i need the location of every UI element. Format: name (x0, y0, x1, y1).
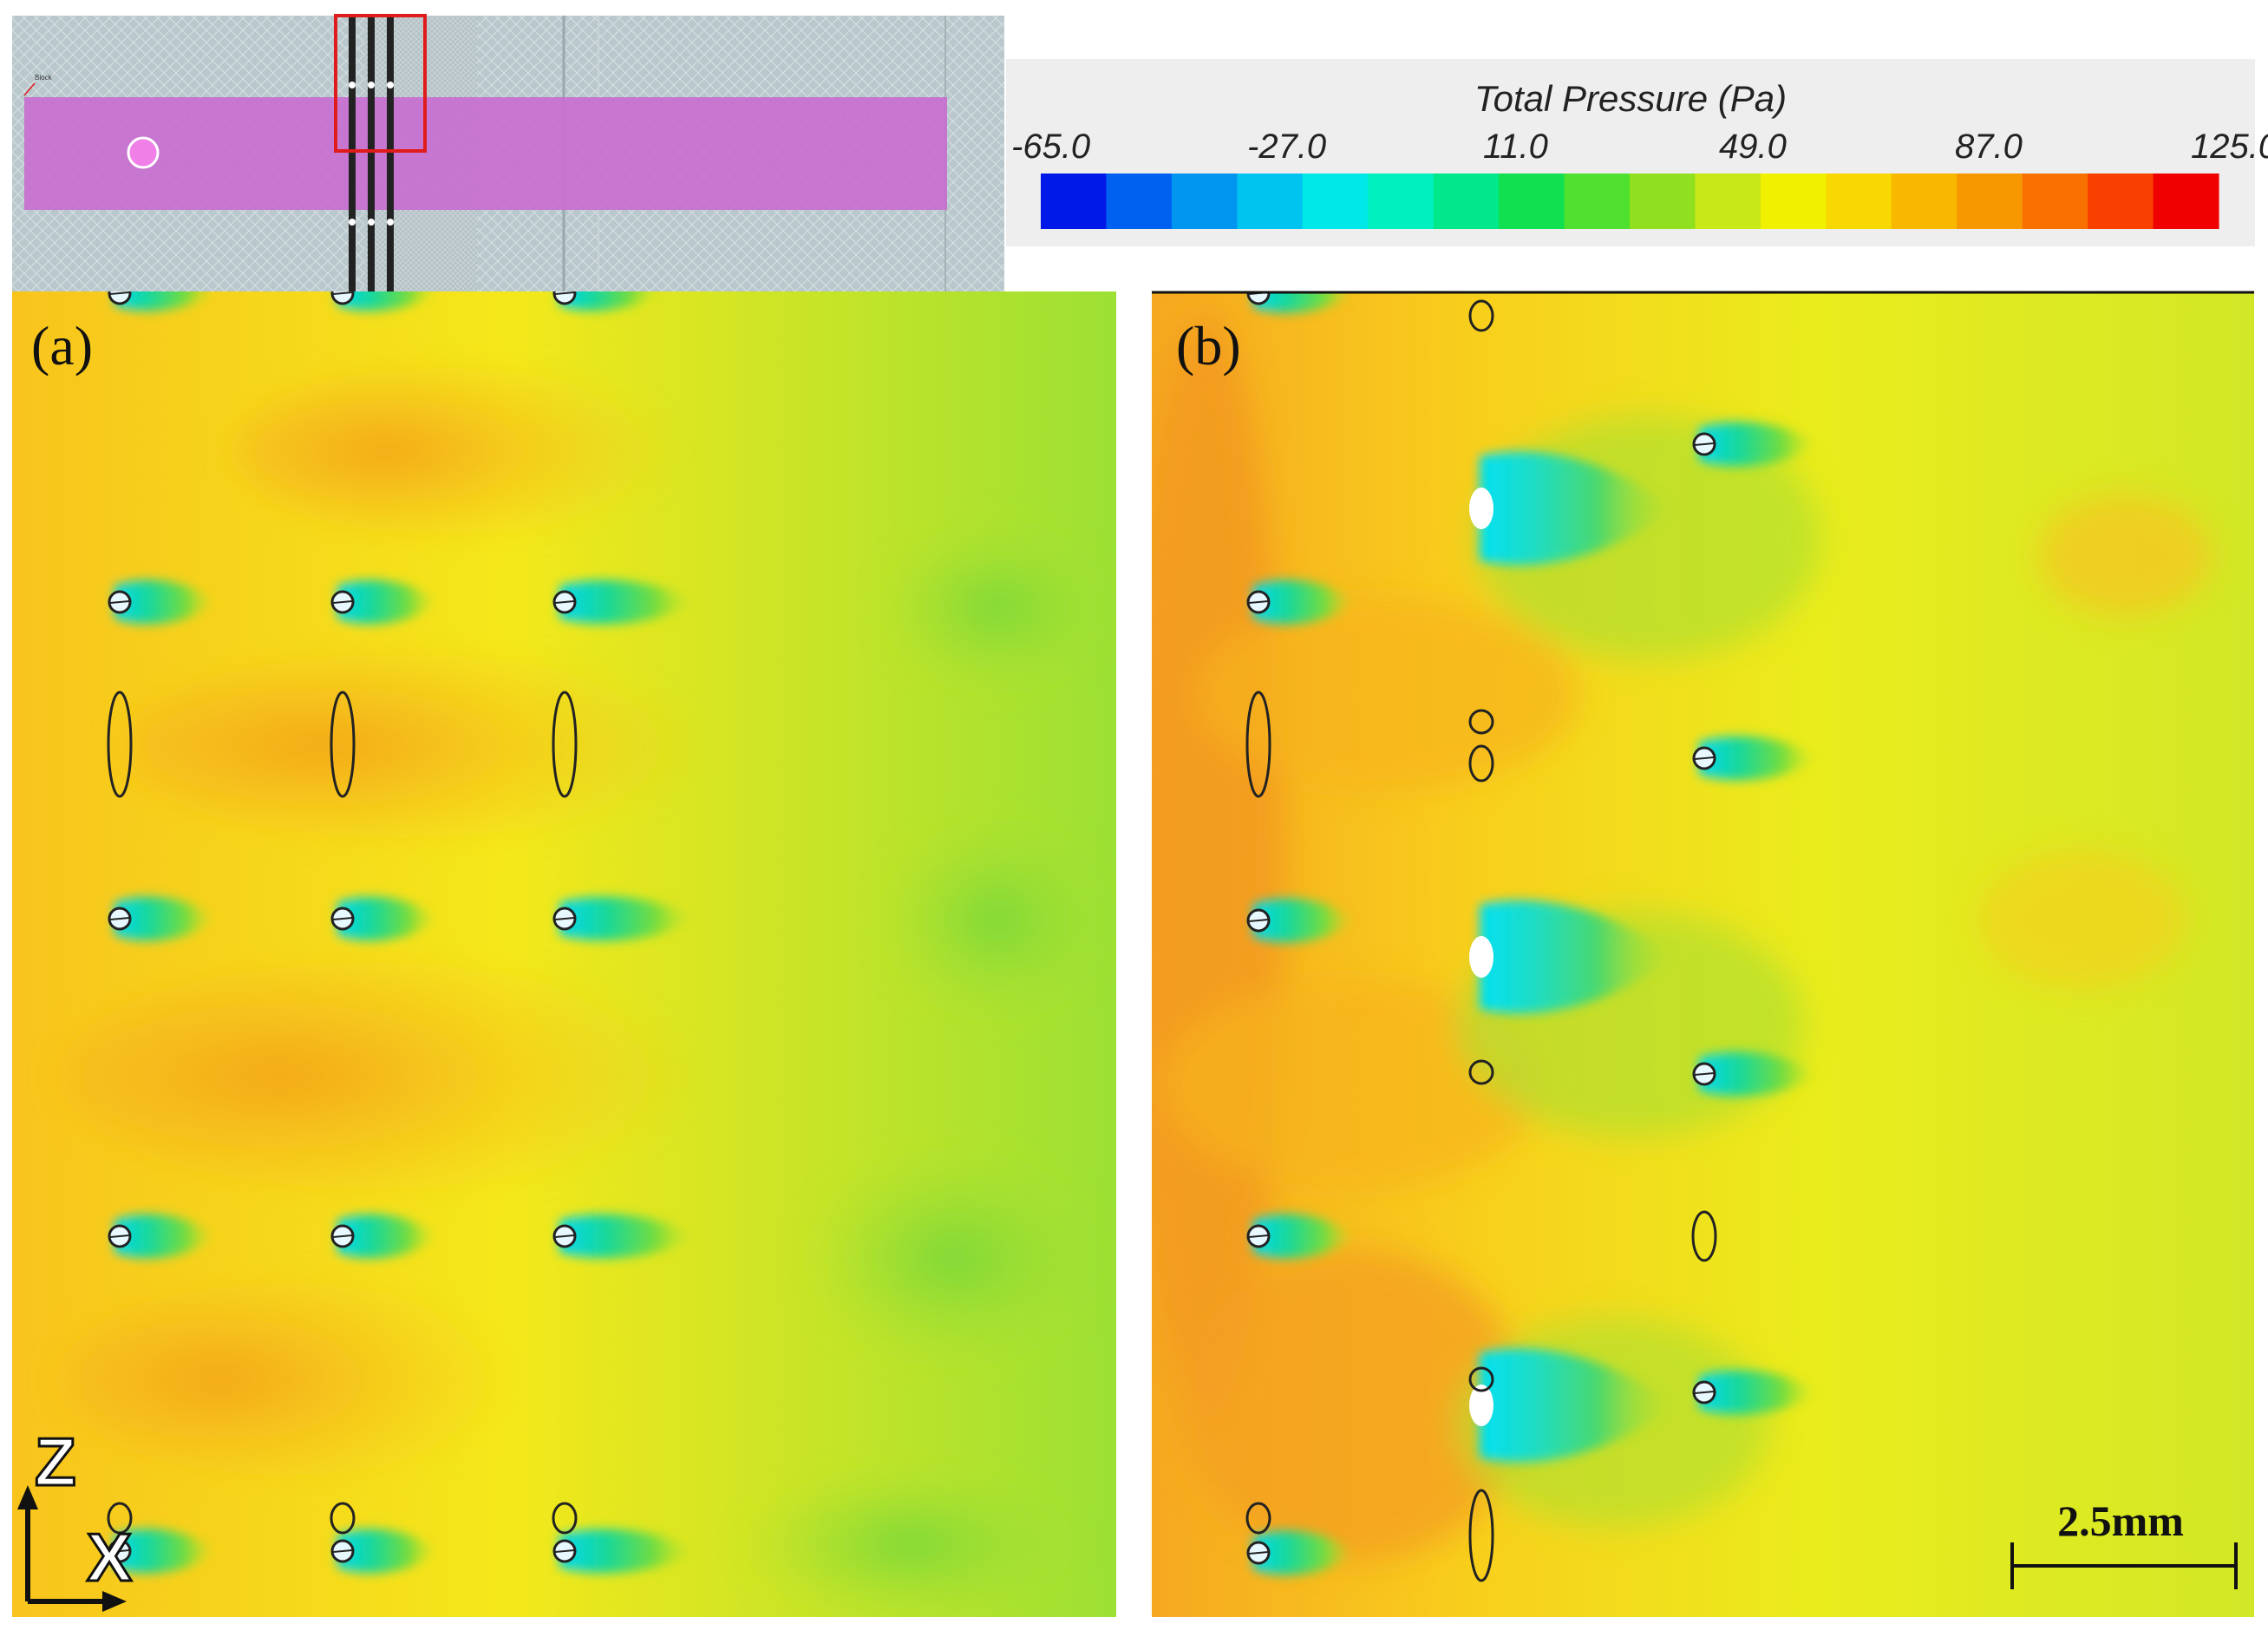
legend-color-step (1237, 174, 1304, 229)
fiber-oblique-section (552, 691, 578, 798)
fiber-wake (114, 1529, 215, 1574)
fiber-wake (337, 1214, 438, 1259)
x-axis-label: X (87, 1519, 132, 1595)
panel-a-fiber-wakes (114, 291, 695, 1574)
fiber-oblique-section (1468, 744, 1494, 782)
inset-channel-region (24, 97, 947, 210)
fiber-wake (559, 1529, 695, 1574)
fiber-oblique-section (1468, 1059, 1494, 1085)
fiber-oblique-section (552, 1502, 578, 1535)
panel-a-label: (a) (31, 315, 93, 377)
legend-color-step (1041, 174, 1108, 229)
fiber-wake (1253, 291, 1354, 313)
panel-b-label: (b) (1176, 315, 1241, 377)
inset-highlight-box (334, 14, 427, 153)
fiber-oblique-section (330, 1502, 356, 1535)
bluff-body-wake (1480, 1348, 1674, 1463)
bluff-body-wake (1480, 900, 1674, 1014)
fiber-wake (1253, 579, 1354, 625)
fiber-oblique-section (1468, 299, 1494, 332)
inset-fiber-column (349, 16, 356, 291)
fiber-wake (1699, 736, 1817, 781)
fiber-wake (114, 579, 215, 625)
fiber-oblique-section (330, 691, 356, 798)
panel-a-fiber-sections (107, 291, 578, 1563)
inset-fiber-column (368, 16, 375, 291)
legend: Total Pressure (Pa) -65.0 -27.0 11.0 49.0 87… (1006, 59, 2268, 246)
legend-tick-label: -65.0 (1011, 128, 1090, 166)
fiber-wake (1253, 1214, 1354, 1259)
fiber-oblique-section (1468, 709, 1494, 735)
fiber-wake (1253, 1530, 1354, 1575)
inset-fiber-column (387, 16, 394, 291)
legend-color-step (1368, 174, 1435, 229)
bluff-body-face (1469, 936, 1493, 978)
fiber-oblique-section (1691, 1210, 1717, 1262)
legend-tick-labels: -65.0 -27.0 11.0 49.0 87.0 125.0 (1011, 128, 2268, 166)
legend-tick-label: -27.0 (1247, 128, 1326, 166)
fiber-oblique-section (1468, 1366, 1494, 1392)
legend-color-step (1499, 174, 1565, 229)
legend-color-step (1826, 174, 1892, 229)
legend-color-step (1106, 174, 1173, 229)
geometry-inset: Block (12, 14, 1004, 291)
panel-a: (a) Z X (12, 291, 1116, 1617)
fiber-wake (337, 291, 438, 311)
legend-title: Total Pressure (Pa) (1474, 78, 1787, 119)
scale-bar: 2.5mm (2010, 1496, 2238, 1589)
fiber-wake (1699, 1370, 1817, 1415)
panel-b-fiber-sections (1245, 291, 1717, 1582)
fiber-wake (337, 896, 438, 941)
legend-color-bar (1041, 174, 2219, 229)
fiber-wake (337, 579, 438, 625)
fiber-wake (1699, 422, 1817, 467)
fiber-wake (1699, 1051, 1817, 1097)
legend-color-step (2088, 174, 2154, 229)
legend-color-step (1695, 174, 1761, 229)
z-axis-label: Z (35, 1424, 76, 1500)
legend-color-step (1433, 174, 1500, 229)
z-arrow-head (17, 1485, 38, 1509)
fiber-wake (559, 291, 660, 311)
legend-color-step (1891, 174, 1958, 229)
legend-tick-label: 49.0 (1719, 128, 1787, 166)
fiber-wake (337, 1529, 438, 1574)
legend-color-step (2153, 174, 2219, 229)
inset-sphere (127, 136, 160, 169)
fiber-wake (114, 896, 215, 941)
fiber-oblique-section (1245, 691, 1271, 798)
fiber-wake (559, 1214, 695, 1259)
legend-tick-label: 11.0 (1483, 128, 1548, 166)
bluff-body-face (1469, 488, 1493, 529)
legend-color-step (1630, 174, 1696, 229)
legend-tick-label: 87.0 (1955, 128, 2023, 166)
axes-indicator: Z X (17, 1423, 134, 1612)
legend-color-step (2022, 174, 2088, 229)
panel-b: (b) 2.5mm (1152, 291, 2254, 1617)
panel-b-fiber-wakes (1253, 291, 1817, 1575)
legend-color-step (1302, 174, 1369, 229)
scale-bar-label: 2.5mm (2057, 1496, 2184, 1545)
fiber-oblique-section (1468, 1489, 1494, 1582)
fiber-wake (114, 1214, 215, 1259)
legend-color-step (1760, 174, 1827, 229)
legend-color-step (1171, 174, 1238, 229)
legend-color-step (1564, 174, 1631, 229)
fiber-oblique-section (107, 1502, 133, 1535)
fiber-wake (1253, 898, 1354, 943)
fiber-wake (559, 579, 695, 625)
inset-corner-label: Block (35, 74, 53, 82)
x-arrow-head (102, 1591, 127, 1612)
fiber-wake (559, 896, 695, 941)
legend-color-step (1957, 174, 2023, 229)
fiber-oblique-section (107, 691, 133, 798)
fiber-oblique-section (1245, 1502, 1271, 1535)
bluff-body-face (1469, 1385, 1493, 1426)
bluff-body-wake (1480, 451, 1674, 566)
legend-tick-label: 125.0 (2191, 128, 2268, 166)
fiber-wake (114, 291, 215, 311)
